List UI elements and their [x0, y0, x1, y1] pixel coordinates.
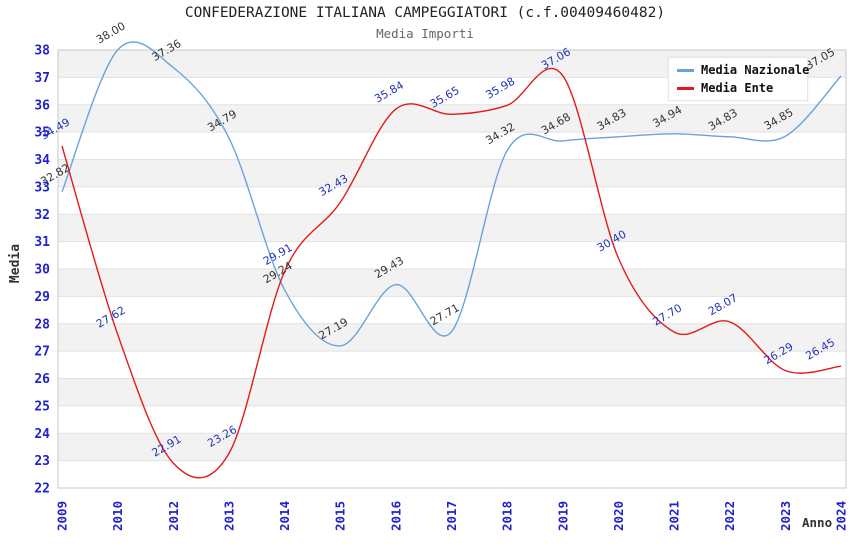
y-tick-label: 28: [34, 317, 50, 332]
x-tick-label: 2012: [166, 501, 181, 531]
y-tick-label: 23: [34, 454, 50, 469]
legend-item-media-nazionale: Media Nazionale: [677, 63, 809, 77]
x-axis-ticks: 2009 2010 2012 2013 2014 2015 2016 2017 2018 2019…: [55, 501, 849, 531]
x-tick-label: 2018: [500, 501, 515, 531]
x-tick-label: 2015: [333, 501, 348, 531]
y-tick-label: 27: [34, 345, 50, 360]
y-tick-label: 26: [34, 372, 50, 387]
y-tick-label: 35: [34, 126, 50, 141]
legend-label-media-ente: Media Ente: [701, 81, 774, 95]
y-axis-title: Media: [8, 243, 24, 284]
series-line-media-ente: [61, 67, 842, 479]
legend-swatch-media-ente-icon: [677, 86, 694, 90]
point-label: 35.84: [372, 79, 406, 106]
legend-item-media-ente: Media Ente: [677, 81, 799, 95]
y-tick-label: 36: [34, 98, 50, 113]
plot-border: [57, 49, 847, 489]
chart-subtitle: Media Importi: [376, 26, 474, 41]
y-tick-label: 24: [34, 427, 50, 442]
y-axis-ticks: 22 23 24 25 26 27 28 29 30 31 32 33 34 35 36 37 38: [34, 44, 50, 497]
x-tick-label: 2024: [834, 501, 849, 531]
chart-title: CONFEDERAZIONE ITALIANA CAMPEGGIATORI (c…: [184, 5, 666, 21]
y-tick-label: 31: [34, 235, 50, 250]
x-tick-label: 2020: [611, 501, 626, 531]
y-tick-label: 33: [34, 180, 50, 195]
y-tick-label: 30: [34, 263, 50, 278]
point-label: 35.98: [483, 75, 517, 102]
y-tick-label: 38: [34, 44, 50, 59]
x-tick-label: 2014: [277, 501, 292, 531]
y-tick-label: 25: [34, 399, 50, 414]
x-tick-label: 2009: [55, 501, 70, 531]
x-tick-label: 2021: [667, 501, 682, 531]
x-tick-label: 2023: [778, 501, 793, 531]
x-tick-label: 2022: [722, 501, 737, 531]
y-tick-label: 37: [34, 71, 50, 86]
y-tick-label: 34: [34, 153, 50, 168]
grid-bands: [58, 50, 846, 461]
series-line-media-nazionale: [61, 41, 842, 347]
legend: Media Nazionale Media Ente: [668, 57, 809, 101]
x-axis-title: Anno: [802, 515, 833, 530]
x-tick-label: 2019: [555, 501, 570, 531]
y-tick-label: 29: [34, 290, 50, 305]
y-tick-label: 22: [34, 482, 50, 497]
legend-label-media-nazionale: Media Nazionale: [701, 63, 810, 77]
x-tick-label: 2017: [444, 501, 459, 531]
legend-swatch-media-nazionale-icon: [677, 68, 694, 72]
y-tick-label: 32: [34, 208, 50, 223]
x-tick-label: 2016: [388, 501, 403, 531]
x-tick-label: 2010: [110, 501, 125, 531]
x-tick-label: 2013: [221, 501, 236, 531]
